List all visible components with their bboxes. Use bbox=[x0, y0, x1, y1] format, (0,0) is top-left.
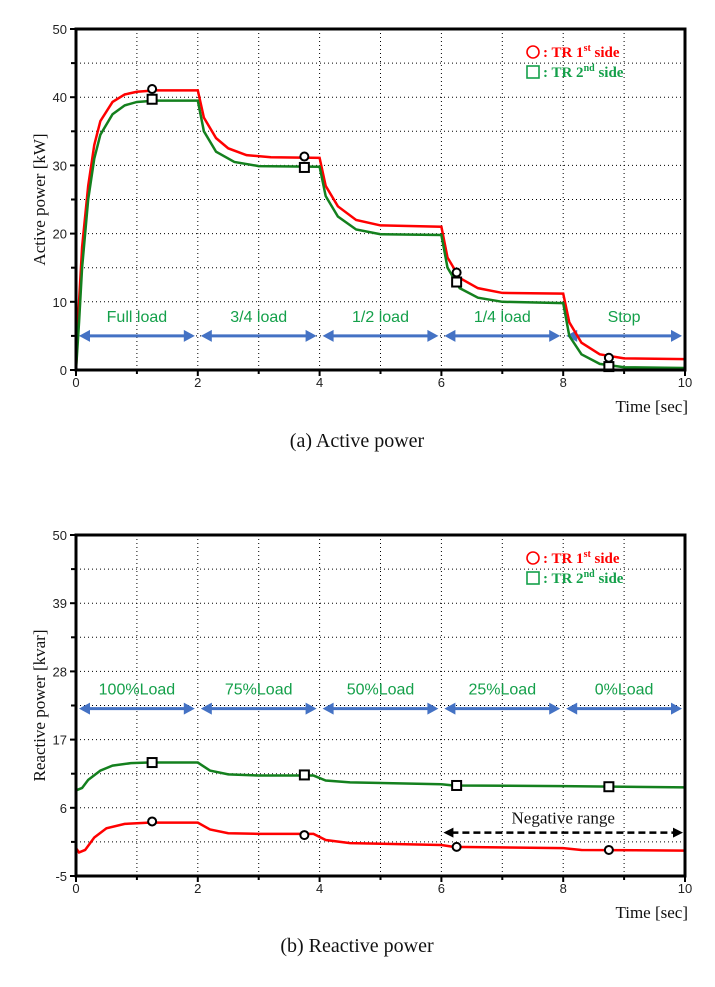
load-label: Stop bbox=[608, 309, 641, 326]
load-label: Full load bbox=[107, 309, 167, 326]
arrow-head-right bbox=[673, 827, 683, 838]
legend-square-icon bbox=[526, 571, 540, 585]
load-label: 25%Load bbox=[468, 682, 536, 699]
y-tick-label: 40 bbox=[53, 90, 67, 105]
square-marker bbox=[298, 769, 310, 781]
arrow-head-right bbox=[305, 329, 317, 342]
y-tick-label: 28 bbox=[53, 664, 67, 679]
x-tick-label: 2 bbox=[194, 375, 201, 390]
square-marker bbox=[146, 93, 158, 105]
x-tick-label: 4 bbox=[316, 375, 323, 390]
arrow-head-left bbox=[79, 329, 90, 342]
legend-square-icon bbox=[526, 65, 540, 79]
circle-marker bbox=[451, 841, 462, 852]
arrow-head-left bbox=[322, 329, 334, 342]
y-tick-label: 0 bbox=[60, 363, 67, 378]
square-marker bbox=[146, 757, 158, 769]
legend-circle-icon bbox=[526, 45, 540, 59]
x-tick-label: 4 bbox=[316, 881, 323, 896]
y-tick-label: 6 bbox=[60, 801, 67, 816]
arrow-head-right bbox=[549, 329, 561, 342]
negative-range-label: Negative range bbox=[512, 809, 615, 828]
legend-circle-icon bbox=[526, 551, 540, 565]
chart-reactive: -5 6 17 28 39 50 0 2 4 6 8 10 100%Load 75%Load 50%Load… bbox=[30, 528, 692, 957]
x-axis-label: Time [sec] bbox=[615, 903, 688, 922]
series-line-tr-2nd bbox=[74, 99, 686, 371]
arrow-head-right bbox=[549, 702, 561, 715]
y-tick-label: 39 bbox=[53, 596, 67, 611]
arrow-head-right bbox=[427, 329, 439, 342]
arrow-head-left bbox=[566, 702, 578, 715]
arrow-head-left bbox=[79, 702, 90, 715]
plot-frame bbox=[74, 27, 687, 372]
x-tick-label: 0 bbox=[72, 881, 79, 896]
x-tick-label: 6 bbox=[438, 375, 445, 390]
arrow-head-left bbox=[444, 329, 456, 342]
y-tick-label: 20 bbox=[53, 227, 67, 242]
square-marker bbox=[451, 276, 463, 288]
square-marker bbox=[603, 781, 615, 793]
x-tick-label: 8 bbox=[560, 375, 567, 390]
load-label: 75%Load bbox=[225, 682, 293, 699]
arrow-head-right bbox=[671, 329, 682, 342]
load-label: 100%Load bbox=[99, 682, 176, 699]
circle-marker bbox=[147, 816, 158, 827]
circle-marker bbox=[451, 267, 462, 278]
x-tick-label: 6 bbox=[438, 881, 445, 896]
arrow-head-left bbox=[322, 702, 334, 715]
y-tick-label: 17 bbox=[53, 733, 67, 748]
y-tick-label: 30 bbox=[53, 158, 67, 173]
x-axis-label: Time [sec] bbox=[615, 397, 688, 416]
y-tick-label: 10 bbox=[53, 295, 67, 310]
legend-label: : TR 1st side bbox=[543, 43, 620, 61]
circle-marker bbox=[147, 84, 158, 95]
load-label: 1/4 load bbox=[474, 309, 531, 326]
circle-marker bbox=[603, 844, 614, 855]
y-axis-label: Reactive power [kvar] bbox=[30, 630, 49, 782]
chart-caption: (a) Active power bbox=[290, 430, 425, 452]
arrow-head-right bbox=[427, 702, 439, 715]
arrow-head-left bbox=[443, 827, 454, 838]
chart-caption: (b) Reactive power bbox=[280, 935, 434, 957]
arrow-head-right bbox=[305, 702, 317, 715]
load-label: 3/4 load bbox=[230, 309, 287, 326]
arrow-head-right bbox=[183, 702, 195, 715]
x-tick-label: 10 bbox=[678, 881, 692, 896]
legend-label: : TR 2nd side bbox=[543, 63, 624, 81]
y-tick-label: 50 bbox=[53, 22, 67, 37]
load-label: 50%Load bbox=[347, 682, 415, 699]
arrow-head-left bbox=[200, 702, 212, 715]
square-marker bbox=[298, 161, 310, 173]
series-line-tr-2nd bbox=[75, 761, 686, 792]
circle-marker bbox=[299, 830, 310, 841]
y-tick-label: -5 bbox=[55, 869, 67, 884]
x-tick-label: 10 bbox=[678, 375, 692, 390]
arrow-head-left bbox=[200, 329, 212, 342]
y-axis-label: Active power [kW] bbox=[30, 133, 49, 265]
square-marker bbox=[451, 779, 463, 791]
load-label: 1/2 load bbox=[352, 309, 409, 326]
arrow-head-left bbox=[444, 702, 456, 715]
arrow-head-right bbox=[671, 702, 682, 715]
arrow-head-right bbox=[183, 329, 195, 342]
x-tick-label: 0 bbox=[72, 375, 79, 390]
x-tick-label: 2 bbox=[194, 881, 201, 896]
series-line-tr-1st bbox=[74, 89, 686, 371]
y-tick-label: 50 bbox=[53, 528, 67, 543]
x-tick-label: 8 bbox=[560, 881, 567, 896]
circle-marker bbox=[299, 151, 310, 162]
circle-marker bbox=[603, 352, 614, 363]
legend-label: : TR 2nd side bbox=[543, 569, 624, 587]
load-label: 0%Load bbox=[595, 682, 654, 699]
legend-label: : TR 1st side bbox=[543, 549, 620, 567]
chart-active: 0 10 20 30 40 50 0 2 4 6 8 10 Full load 3/4 load 1/2 l… bbox=[30, 22, 692, 452]
plot-frame bbox=[74, 533, 687, 878]
